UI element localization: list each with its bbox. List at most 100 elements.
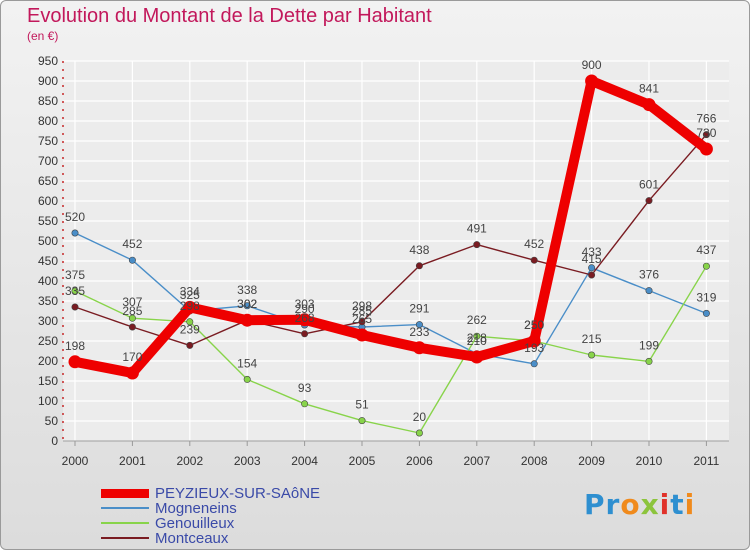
series-point bbox=[415, 262, 423, 270]
legend-item: PEYZIEUX-SUR-SAôNE bbox=[101, 484, 321, 502]
data-label: 218 bbox=[467, 331, 487, 345]
data-label: 302 bbox=[237, 297, 257, 311]
logo-letter: i bbox=[659, 488, 671, 521]
series-point-main bbox=[470, 350, 484, 364]
series-point bbox=[128, 323, 136, 331]
series-point-main bbox=[68, 355, 82, 369]
series-point bbox=[71, 287, 79, 295]
data-label: 285 bbox=[122, 304, 142, 318]
logo-letter: P bbox=[584, 488, 606, 521]
data-label: 520 bbox=[65, 210, 85, 224]
data-label: 193 bbox=[524, 341, 544, 355]
series-point-main bbox=[642, 98, 656, 112]
data-label: 307 bbox=[122, 295, 142, 309]
data-label: 298 bbox=[352, 299, 372, 313]
y-tick-label: 850 bbox=[38, 94, 58, 108]
x-tick-label: 2004 bbox=[291, 454, 318, 468]
data-label: 415 bbox=[582, 252, 602, 266]
data-label: 298 bbox=[180, 299, 200, 313]
series-point bbox=[645, 197, 653, 205]
x-tick-label: 2000 bbox=[62, 454, 89, 468]
data-label: 452 bbox=[524, 237, 544, 251]
series-point-main bbox=[355, 328, 369, 342]
y-tick-label: 50 bbox=[45, 414, 59, 428]
series-point-main bbox=[585, 74, 599, 88]
series-line-main bbox=[70, 76, 712, 378]
series-point bbox=[473, 241, 481, 249]
data-label: 841 bbox=[639, 82, 659, 96]
data-label: 730 bbox=[696, 126, 716, 140]
y-tick-label: 450 bbox=[38, 254, 58, 268]
logo-letter: o bbox=[620, 488, 641, 521]
series-point-main bbox=[527, 334, 541, 348]
y-tick-label: 650 bbox=[38, 174, 58, 188]
data-label: 215 bbox=[582, 332, 602, 346]
chart-subtitle: (en €) bbox=[27, 29, 59, 43]
data-label: 154 bbox=[237, 356, 257, 370]
y-tick-label: 900 bbox=[38, 74, 58, 88]
series-point bbox=[186, 318, 194, 326]
series-point bbox=[128, 314, 136, 322]
legend-swatch bbox=[101, 507, 149, 509]
series-point bbox=[243, 302, 251, 310]
y-tick-label: 0 bbox=[51, 434, 58, 448]
data-label: 198 bbox=[65, 339, 85, 353]
series-point-main bbox=[240, 313, 254, 327]
data-label: 334 bbox=[180, 284, 200, 298]
series-point bbox=[243, 375, 251, 383]
data-label: 291 bbox=[409, 302, 429, 316]
series-line bbox=[74, 232, 708, 365]
y-tick-label: 750 bbox=[38, 134, 58, 148]
data-label: 20 bbox=[413, 410, 427, 424]
data-label: 268 bbox=[295, 311, 315, 325]
legend-label: Genouilleux bbox=[155, 514, 235, 532]
series-point bbox=[645, 287, 653, 295]
data-label: 438 bbox=[409, 243, 429, 257]
series-point bbox=[358, 417, 366, 425]
series-point bbox=[588, 271, 596, 279]
series-point bbox=[301, 330, 309, 338]
data-label: 170 bbox=[122, 350, 142, 364]
legend-swatch bbox=[101, 537, 149, 539]
legend-item: Genouilleux bbox=[101, 514, 235, 532]
data-label: 265 bbox=[352, 312, 372, 326]
data-label: 376 bbox=[639, 268, 659, 282]
series-point-main bbox=[699, 142, 713, 156]
logo-letter: i bbox=[684, 488, 696, 521]
data-label: 51 bbox=[355, 398, 369, 412]
data-label: 338 bbox=[237, 283, 257, 297]
data-label: 210 bbox=[467, 334, 487, 348]
y-tick-label: 300 bbox=[38, 314, 58, 328]
legend-item: Mogneneins bbox=[101, 499, 237, 517]
legend-label: Mogneneins bbox=[155, 499, 237, 517]
x-tick-label: 2008 bbox=[521, 454, 548, 468]
x-tick-label: 2009 bbox=[578, 454, 605, 468]
x-tick-label: 2002 bbox=[176, 454, 203, 468]
y-tick-label: 500 bbox=[38, 234, 58, 248]
data-label: 250 bbox=[524, 318, 544, 332]
series-point bbox=[588, 351, 596, 359]
y-tick-label: 200 bbox=[38, 354, 58, 368]
data-label: 437 bbox=[696, 243, 716, 257]
x-tick-label: 2010 bbox=[636, 454, 663, 468]
series-point bbox=[530, 256, 538, 264]
data-label: 335 bbox=[65, 284, 85, 298]
series-point bbox=[186, 341, 194, 349]
series-point bbox=[702, 309, 710, 317]
x-tick-label: 2003 bbox=[234, 454, 261, 468]
data-label: 452 bbox=[122, 237, 142, 251]
logo-letter: t bbox=[670, 488, 685, 521]
series-point-main bbox=[125, 366, 139, 380]
data-label: 290 bbox=[295, 302, 315, 316]
x-tick-label: 2011 bbox=[693, 454, 719, 468]
data-label: 93 bbox=[298, 381, 312, 395]
y-tick-label: 150 bbox=[38, 374, 58, 388]
data-label: 303 bbox=[295, 297, 315, 311]
series-line bbox=[74, 133, 708, 347]
series-point bbox=[702, 262, 710, 270]
legend-label: PEYZIEUX-SUR-SAôNE bbox=[155, 484, 321, 502]
series-point-main bbox=[183, 300, 197, 314]
y-tick-label: 550 bbox=[38, 214, 58, 228]
